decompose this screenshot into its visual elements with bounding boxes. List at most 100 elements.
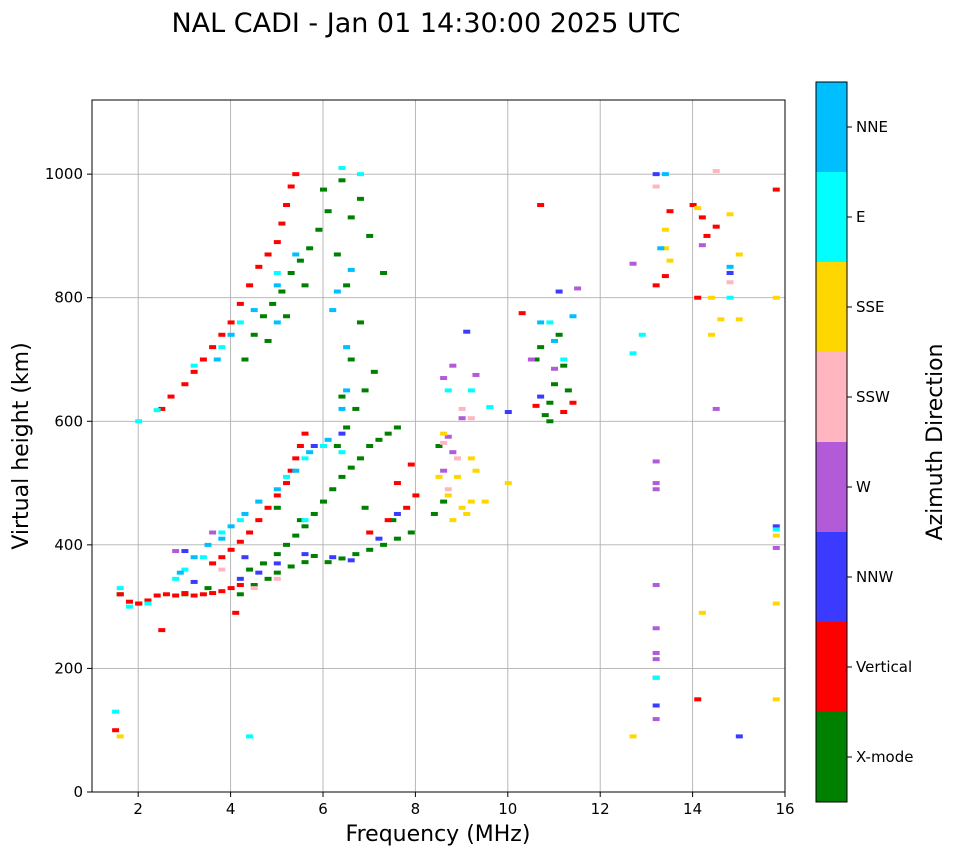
x-tick-label: 12 xyxy=(591,800,610,818)
data-point-e xyxy=(181,567,189,572)
colorbar-label-e: E xyxy=(856,208,865,226)
colorbar-label-w: W xyxy=(856,478,871,496)
data-point-nnw xyxy=(310,444,318,448)
data-point-nnw xyxy=(338,431,346,436)
data-point-x-mode xyxy=(241,357,249,362)
data-point-x-mode xyxy=(366,444,374,448)
data-point-sse xyxy=(772,295,780,300)
data-point-nne xyxy=(241,511,249,516)
data-point-nnw xyxy=(504,410,512,415)
data-point-x-mode xyxy=(204,586,212,591)
data-point-x-mode xyxy=(532,357,540,362)
data-point-x-mode xyxy=(380,271,388,275)
data-points xyxy=(112,165,780,739)
data-point-vertical xyxy=(712,224,720,229)
colorbar-frame xyxy=(815,81,848,803)
data-point-w xyxy=(440,376,448,381)
data-point-sse xyxy=(661,227,669,232)
y-tick-label: 800 xyxy=(54,289,83,307)
data-point-nnw xyxy=(652,172,660,177)
data-point-vertical xyxy=(264,505,272,510)
data-point-x-mode xyxy=(537,345,545,350)
data-point-ssw xyxy=(218,567,226,572)
data-point-nnw xyxy=(181,549,189,554)
data-point-w xyxy=(449,450,457,455)
data-point-x-mode xyxy=(338,474,346,479)
data-point-x-mode xyxy=(370,369,378,374)
data-point-nnw xyxy=(301,552,309,557)
data-point-vertical xyxy=(518,311,526,316)
data-point-x-mode xyxy=(287,271,295,275)
data-point-vertical xyxy=(172,593,180,598)
data-point-x-mode xyxy=(564,388,572,393)
colorbar-label-ssw: SSW xyxy=(856,388,890,406)
data-point-vertical xyxy=(264,252,272,257)
data-point-e xyxy=(112,709,120,714)
data-point-vertical xyxy=(218,589,226,594)
data-point-ssw xyxy=(458,406,466,411)
data-point-sse xyxy=(726,212,734,217)
data-point-x-mode xyxy=(551,382,558,387)
data-point-x-mode xyxy=(393,536,401,541)
data-point-vertical xyxy=(181,591,189,596)
data-point-vertical xyxy=(153,593,161,598)
data-point-w xyxy=(652,717,660,722)
data-point-sse xyxy=(472,468,480,473)
data-point-vertical xyxy=(283,481,291,486)
data-point-x-mode xyxy=(343,425,351,430)
data-point-vertical xyxy=(236,301,244,306)
data-point-sse xyxy=(458,505,466,510)
data-point-nnw xyxy=(241,555,249,560)
data-point-e xyxy=(236,518,244,523)
data-point-nnw xyxy=(236,576,244,581)
data-point-vertical xyxy=(273,493,281,498)
data-point-sse xyxy=(453,474,461,479)
data-point-w xyxy=(652,583,660,588)
data-point-x-mode xyxy=(320,187,327,192)
y-axis-ticks: 0 200 400 600 800 1000 xyxy=(45,165,92,801)
colorbar-segment xyxy=(816,172,847,262)
data-point-x-mode xyxy=(333,252,341,257)
data-point-ssw xyxy=(453,456,461,461)
data-point-vertical xyxy=(403,505,411,510)
data-point-vertical xyxy=(246,530,254,535)
data-point-e xyxy=(273,271,281,275)
data-point-x-mode xyxy=(278,289,286,294)
data-point-e xyxy=(218,530,226,535)
data-point-x-mode xyxy=(366,233,374,238)
data-point-nnw xyxy=(393,511,401,516)
data-point-e xyxy=(726,295,734,300)
data-point-x-mode xyxy=(380,542,388,547)
data-point-nne xyxy=(537,320,545,325)
data-point-nnw xyxy=(726,271,734,275)
data-point-x-mode xyxy=(296,518,304,523)
data-point-e xyxy=(144,601,152,606)
data-point-nne xyxy=(227,332,235,337)
data-point-nnw xyxy=(273,561,281,566)
data-point-x-mode xyxy=(393,425,401,430)
data-point-vertical xyxy=(296,444,304,448)
data-point-w xyxy=(444,434,452,439)
data-point-e xyxy=(135,419,143,424)
data-point-e xyxy=(218,345,226,350)
data-point-e xyxy=(116,586,124,591)
data-point-sse xyxy=(717,317,725,322)
data-point-w xyxy=(652,650,660,655)
data-point-vertical xyxy=(112,728,120,733)
data-point-vertical xyxy=(292,172,300,177)
x-tick-label: 2 xyxy=(133,800,143,818)
data-point-nne xyxy=(190,555,198,560)
x-tick-label: 10 xyxy=(498,800,517,818)
data-point-sse xyxy=(661,246,669,251)
data-point-nnw xyxy=(555,289,563,294)
data-point-vertical xyxy=(227,320,235,325)
data-point-x-mode xyxy=(361,388,369,393)
data-point-vertical xyxy=(125,599,133,604)
data-point-sse xyxy=(772,601,780,606)
data-point-vertical xyxy=(407,462,415,467)
data-point-x-mode xyxy=(236,592,244,597)
data-point-x-mode xyxy=(273,570,281,575)
data-point-sse xyxy=(444,493,452,498)
data-point-nne xyxy=(343,345,351,350)
data-point-sse xyxy=(440,431,448,436)
